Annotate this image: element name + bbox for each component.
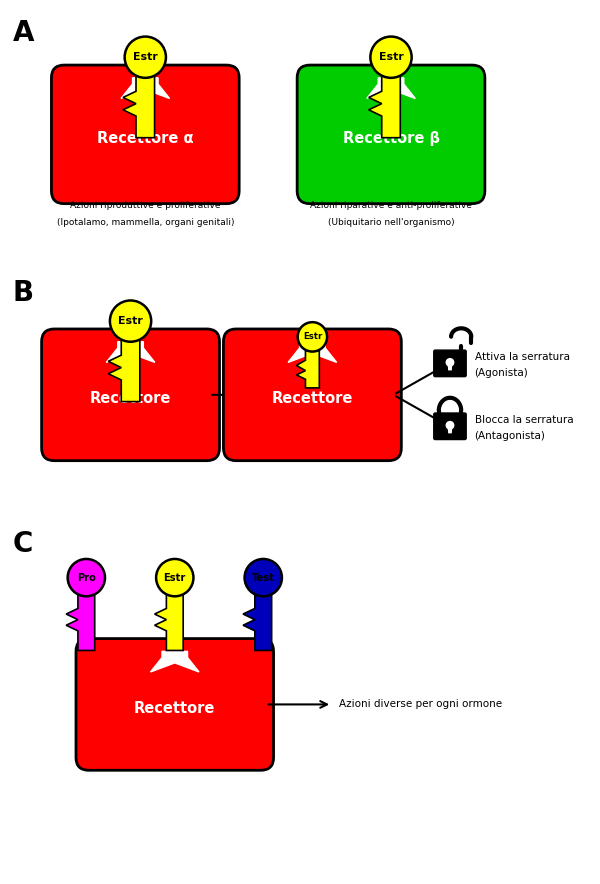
Text: B: B bbox=[13, 278, 34, 307]
Text: Estr: Estr bbox=[133, 52, 158, 62]
Text: Azioni riproduttive e proliferative: Azioni riproduttive e proliferative bbox=[70, 201, 221, 210]
Text: Recettore: Recettore bbox=[90, 392, 171, 407]
Circle shape bbox=[125, 36, 166, 78]
Text: Test: Test bbox=[252, 573, 275, 583]
Text: (Ubiquitario nell'organismo): (Ubiquitario nell'organismo) bbox=[328, 218, 454, 227]
Circle shape bbox=[245, 559, 282, 597]
Text: Attiva la serratura: Attiva la serratura bbox=[475, 353, 569, 362]
FancyBboxPatch shape bbox=[297, 65, 485, 203]
Text: Recettore β: Recettore β bbox=[343, 131, 440, 146]
Text: C: C bbox=[13, 530, 33, 559]
Polygon shape bbox=[367, 78, 415, 98]
Polygon shape bbox=[155, 593, 183, 651]
Polygon shape bbox=[448, 425, 452, 432]
Circle shape bbox=[446, 422, 454, 429]
Text: Azioni riparative e anti-proliferative: Azioni riparative e anti-proliferative bbox=[310, 201, 472, 210]
Text: Recettore: Recettore bbox=[272, 392, 353, 407]
Polygon shape bbox=[296, 351, 319, 388]
Circle shape bbox=[110, 301, 151, 342]
Polygon shape bbox=[108, 339, 140, 401]
Polygon shape bbox=[123, 75, 155, 138]
Polygon shape bbox=[106, 342, 155, 362]
Text: Estr: Estr bbox=[164, 573, 186, 583]
FancyBboxPatch shape bbox=[52, 65, 239, 203]
Text: Estr: Estr bbox=[379, 52, 403, 62]
Polygon shape bbox=[369, 75, 400, 138]
FancyBboxPatch shape bbox=[223, 329, 401, 461]
Circle shape bbox=[298, 322, 327, 352]
Text: Blocca la serratura: Blocca la serratura bbox=[475, 415, 573, 425]
Polygon shape bbox=[66, 593, 95, 651]
FancyBboxPatch shape bbox=[434, 413, 466, 439]
Text: Azioni diverse per ogni ormone: Azioni diverse per ogni ormone bbox=[339, 699, 502, 710]
FancyBboxPatch shape bbox=[434, 350, 466, 377]
Polygon shape bbox=[121, 78, 170, 98]
Text: Pro: Pro bbox=[77, 573, 96, 583]
Text: Recettore: Recettore bbox=[134, 701, 215, 716]
Polygon shape bbox=[288, 342, 337, 362]
FancyBboxPatch shape bbox=[76, 638, 274, 770]
Polygon shape bbox=[151, 652, 199, 672]
Circle shape bbox=[156, 559, 193, 597]
FancyBboxPatch shape bbox=[41, 329, 220, 461]
Text: Recettore α: Recettore α bbox=[97, 131, 194, 146]
Circle shape bbox=[446, 359, 454, 366]
Text: Estr: Estr bbox=[118, 316, 143, 326]
Text: (Agonista): (Agonista) bbox=[475, 369, 529, 378]
Text: (Antagonista): (Antagonista) bbox=[475, 431, 545, 441]
Polygon shape bbox=[448, 362, 452, 370]
Polygon shape bbox=[243, 593, 272, 651]
Text: (Ipotalamo, mammella, organi genitali): (Ipotalamo, mammella, organi genitali) bbox=[56, 218, 234, 227]
Circle shape bbox=[68, 559, 105, 597]
Text: Estr: Estr bbox=[303, 332, 322, 341]
Circle shape bbox=[370, 36, 412, 78]
Text: A: A bbox=[13, 19, 34, 48]
